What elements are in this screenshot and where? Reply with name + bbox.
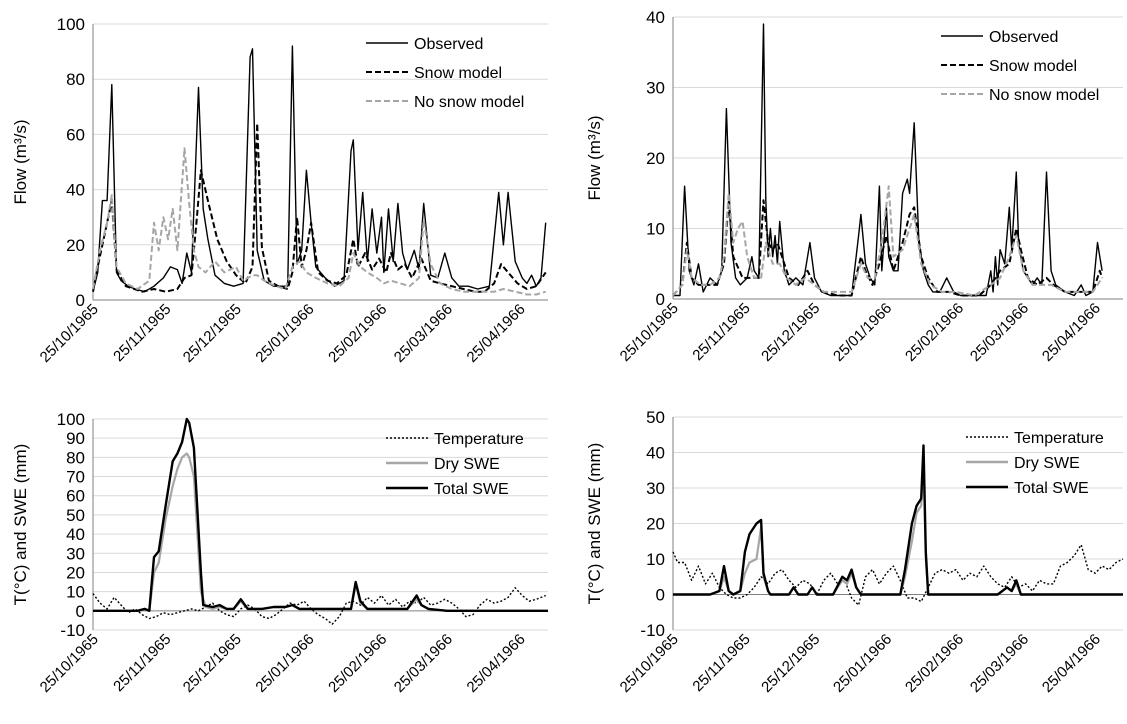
x-tick-label: 25/12/1965 xyxy=(758,631,823,696)
x-tick-label: 25/12/1965 xyxy=(180,631,245,696)
x-tick-label: 25/11/1965 xyxy=(110,631,174,695)
x-tick-label: 25/02/1966 xyxy=(325,631,390,696)
x-tick-label: 25/02/1966 xyxy=(325,301,390,366)
legend-label: Temperature xyxy=(434,431,524,448)
y-tick-label: 10 xyxy=(646,220,665,239)
legend-label: Temperature xyxy=(1014,430,1104,447)
series-line-temperature xyxy=(92,587,546,625)
y-tick-label: 90 xyxy=(66,429,85,448)
x-tick-label: 25/02/1966 xyxy=(902,631,967,696)
legend-label: Observed xyxy=(989,29,1058,46)
x-tick-label: 25/10/1965 xyxy=(37,631,102,696)
series-line-total-swe xyxy=(93,417,548,612)
legend: Observed Snow model No snow model xyxy=(941,29,1099,104)
x-tick-label: 25/11/1965 xyxy=(110,301,174,365)
y-tick-label: 70 xyxy=(66,468,85,487)
y-tick-label: 20 xyxy=(66,236,85,255)
y-tick-label: 30 xyxy=(646,479,665,498)
x-tick-label: 25/10/1965 xyxy=(617,300,682,365)
y-tick-label: 30 xyxy=(66,544,85,563)
x-tick-label: 25/10/1965 xyxy=(37,301,102,366)
y-axis-label: T(°C) and SWE (mm) xyxy=(585,443,604,605)
chart-flow-left: 0 20 40 60 80 100 25/10/1965 25/11/1965 25/12/19… xyxy=(11,15,548,366)
legend: Temperature Dry SWE Total SWE xyxy=(966,430,1104,497)
y-tick-label: 50 xyxy=(66,506,85,525)
x-tick-label: 25/11/1965 xyxy=(689,300,753,364)
x-tick-label: 25/02/1966 xyxy=(902,300,967,365)
x-tick-label: 25/04/1966 xyxy=(1039,300,1104,365)
y-tick-label: 40 xyxy=(66,525,85,544)
y-tick-label: -10 xyxy=(640,621,665,640)
x-tick-label: 25/01/1966 xyxy=(830,631,895,696)
x-tick-label: 25/03/1966 xyxy=(391,631,456,696)
y-tick-label: 40 xyxy=(646,444,665,463)
legend-label: Total SWE xyxy=(434,481,509,498)
x-tick-label: 25/04/1966 xyxy=(464,301,529,366)
legend: Observed Snow model No snow model xyxy=(366,36,524,111)
y-tick-label: 40 xyxy=(646,8,665,27)
y-tick-label: -10 xyxy=(60,621,85,640)
series-line-no-snow-model xyxy=(92,147,546,296)
x-tick-label: 25/01/1966 xyxy=(252,631,317,696)
y-tick-label: 100 xyxy=(57,15,85,34)
x-tick-label: 25/04/1966 xyxy=(1039,631,1104,696)
series-line-snow-model xyxy=(92,122,547,293)
y-axis-label: T(°C) and SWE (mm) xyxy=(11,444,30,606)
legend-label: Dry SWE xyxy=(1014,455,1080,472)
legend-label: Observed xyxy=(414,36,483,53)
y-tick-label: 10 xyxy=(66,583,85,602)
y-tick-label: 60 xyxy=(66,487,85,506)
series-line-no-snow-model xyxy=(672,185,1103,297)
y-tick-label: 80 xyxy=(66,70,85,89)
legend-label: Total SWE xyxy=(1014,480,1089,497)
series-line-temperature xyxy=(672,544,1124,606)
y-tick-label: 20 xyxy=(646,515,665,534)
x-tick-label: 25/03/1966 xyxy=(967,300,1032,365)
legend-label: Snow model xyxy=(414,65,502,82)
y-tick-label: 20 xyxy=(646,149,665,168)
y-tick-label: 30 xyxy=(646,79,665,98)
y-tick-label: 100 xyxy=(57,410,85,429)
y-tick-label: 0 xyxy=(76,602,85,621)
x-tick-label: 25/12/1965 xyxy=(180,301,245,366)
y-tick-label: 80 xyxy=(66,448,85,467)
x-tick-label: 25/04/1966 xyxy=(464,631,529,696)
chart-swe-right: -10 0 10 20 30 40 50 25/10/1965 25/11/1965 25/12/… xyxy=(585,408,1124,696)
legend-label: No snow model xyxy=(989,87,1099,104)
legend-label: No snow model xyxy=(414,94,524,111)
y-tick-label: 0 xyxy=(76,291,85,310)
y-tick-label: 20 xyxy=(66,563,85,582)
x-tick-label: 25/12/1965 xyxy=(758,300,823,365)
legend-label: Dry SWE xyxy=(434,456,500,473)
x-tick-label: 25/01/1966 xyxy=(252,301,317,366)
x-tick-label: 25/03/1966 xyxy=(967,631,1032,696)
series-line-observed xyxy=(673,23,1103,297)
y-tick-label: 50 xyxy=(646,408,665,427)
x-tick-label: 25/10/1965 xyxy=(617,631,682,696)
y-tick-label: 10 xyxy=(646,550,665,569)
legend: Temperature Dry SWE Total SWE xyxy=(386,431,524,498)
x-tick-label: 25/11/1965 xyxy=(689,631,753,695)
y-tick-label: 0 xyxy=(656,290,665,309)
y-tick-label: 40 xyxy=(66,181,85,200)
x-tick-label: 25/01/1966 xyxy=(830,300,895,365)
x-tick-label: 25/03/1966 xyxy=(391,301,456,366)
y-tick-label: 0 xyxy=(656,586,665,605)
y-tick-label: 60 xyxy=(66,125,85,144)
y-axis-label: Flow (m³/s) xyxy=(585,116,604,201)
legend-label: Snow model xyxy=(989,58,1077,75)
y-axis-label: Flow (m³/s) xyxy=(11,120,30,205)
series-line-observed xyxy=(92,45,547,293)
series-line-total-swe xyxy=(673,444,1123,596)
